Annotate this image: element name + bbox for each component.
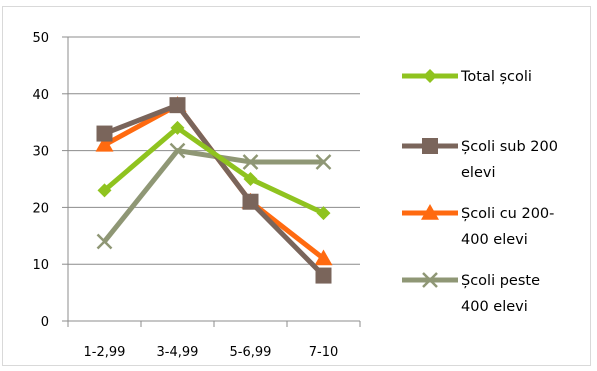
- data-point: [242, 193, 259, 210]
- data-point: [96, 233, 113, 250]
- chart-frame: [2, 6, 591, 366]
- series-line: [103, 102, 326, 278]
- legend-label: 400 elevi: [461, 299, 528, 315]
- legend-marker: [423, 69, 437, 83]
- y-tick-label: 20: [32, 201, 49, 216]
- y-tick-label: 50: [32, 31, 49, 46]
- y-tick-label: 30: [32, 145, 49, 160]
- legend-marker: [422, 272, 438, 288]
- data-point: [96, 125, 113, 142]
- data-point: [315, 267, 332, 284]
- legend-item-4: Școli peste 400 elevi: [402, 272, 540, 315]
- data-point: [315, 154, 332, 170]
- y-tick-label: 0: [41, 315, 49, 330]
- legend-label: Total școli: [460, 69, 532, 85]
- series-line: [102, 125, 325, 216]
- data-point: [170, 120, 185, 135]
- legend-item-1: Total școli: [402, 69, 532, 85]
- legend-label: 400 elevi: [461, 232, 528, 248]
- data-point: [243, 172, 258, 186]
- legend-label: elevi: [461, 165, 495, 181]
- legend-label: Școli sub 200: [461, 139, 558, 155]
- x-tick-label: 7-10: [309, 345, 339, 360]
- legend-item-3: Școli cu 200- 400 elevi: [402, 204, 554, 248]
- data-point: [242, 154, 259, 170]
- series-4: [96, 142, 332, 250]
- legend: Total școli Școli sub 200 elevi Școli cu 20…: [402, 69, 558, 315]
- legend-label: Școli peste: [461, 273, 540, 289]
- data-point: [169, 142, 186, 159]
- legend-label: Școli cu 200-: [461, 206, 554, 222]
- y-tick-label: 40: [32, 88, 49, 103]
- legend-marker: [422, 138, 438, 154]
- series-line: [103, 102, 326, 261]
- series-2: [96, 97, 332, 284]
- x-tick-label: 3-4,99: [157, 345, 199, 360]
- data-point: [169, 97, 186, 114]
- series-lines: [95, 96, 333, 284]
- x-tick-label: 5-6,99: [230, 345, 272, 360]
- x-tick-label: 1-2,99: [84, 345, 126, 360]
- data-point: [314, 249, 333, 266]
- legend-marker: [421, 204, 439, 220]
- data-point: [97, 183, 112, 198]
- series-1: [97, 120, 331, 221]
- data-point: [95, 135, 114, 152]
- data-point: [316, 206, 331, 221]
- axes: 0 10 20 30 40 50 1-2,99 3-4,99 5-6,99 7-10: [32, 31, 361, 360]
- y-tick-label: 10: [32, 258, 49, 273]
- legend-item-2: Școli sub 200 elevi: [402, 138, 558, 181]
